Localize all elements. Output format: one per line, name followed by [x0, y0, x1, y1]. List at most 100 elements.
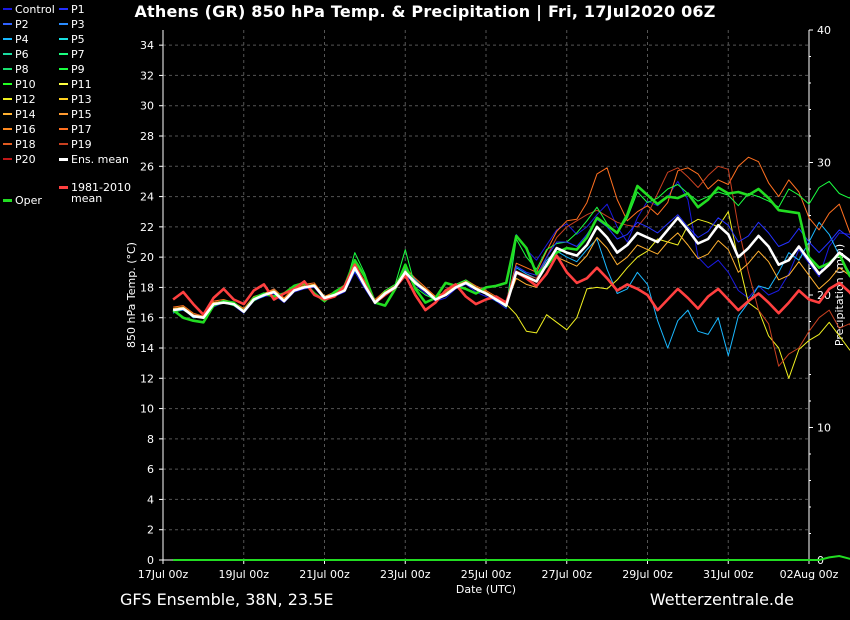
legend-item-oper: Oper [3, 195, 42, 206]
y-tick-label: 2 [147, 524, 154, 537]
legend-item-p3: P3 [59, 19, 85, 30]
y2-tick-label: 10 [817, 422, 831, 435]
legend-item-p4: P4 [3, 34, 29, 45]
legend-item-1981-2010-mean: 1981-2010 mean [59, 182, 131, 204]
y-axis-label: 850 hPa Temp. (°C) [125, 242, 138, 348]
legend-swatch [59, 143, 68, 145]
legend-label: P1 [71, 3, 85, 16]
legend-swatch [59, 38, 68, 40]
legend-item-p5: P5 [59, 34, 85, 45]
legend-swatch [59, 98, 68, 100]
series-line-p14 [173, 232, 850, 317]
legend-label: P6 [15, 48, 29, 61]
legend-swatch [3, 23, 12, 25]
legend-swatch [59, 53, 68, 55]
legend-item-p10: P10 [3, 79, 36, 90]
x-tick-label: 21Jul 00z [299, 568, 350, 581]
model-info: GFS Ensemble, 38N, 23.5E [120, 590, 334, 609]
legend-item-p13: P13 [59, 94, 92, 105]
legend-item-p19: P19 [59, 139, 92, 150]
legend-label-line2: mean [71, 192, 103, 205]
legend-label: Ens. mean [71, 153, 129, 166]
legend-item-p12: P12 [3, 94, 36, 105]
legend-label: P5 [71, 33, 85, 46]
legend-label: P17 [71, 123, 92, 136]
legend-label: P18 [15, 138, 36, 151]
legend-swatch [59, 8, 68, 10]
legend-label: P2 [15, 18, 29, 31]
legend-label: P20 [15, 153, 36, 166]
legend-item-p2: P2 [3, 19, 29, 30]
legend-item-p20: P20 [3, 154, 36, 165]
legend-item-p9: P9 [59, 64, 85, 75]
legend-item-p14: P14 [3, 109, 36, 120]
legend-label: P4 [15, 33, 29, 46]
legend-label: P13 [71, 93, 92, 106]
legend-label: P9 [71, 63, 85, 76]
legend-label: Oper [15, 194, 42, 207]
legend-label: P15 [71, 108, 92, 121]
y-tick-label: 6 [147, 463, 154, 476]
chart-title: Athens (GR) 850 hPa Temp. & Precipitatio… [134, 2, 716, 21]
y-tick-label: 34 [140, 39, 154, 52]
legend-item-p17: P17 [59, 124, 92, 135]
x-axis-label: Date (UTC) [456, 583, 516, 596]
x-tick-label: 02Aug 00z [780, 568, 839, 581]
legend-swatch [3, 143, 12, 145]
legend-swatch [59, 157, 68, 161]
y-tick-label: 18 [140, 281, 154, 294]
legend-swatch [3, 158, 12, 160]
legend-item-p11: P11 [59, 79, 92, 90]
legend-label: P12 [15, 93, 36, 106]
y-tick-label: 26 [140, 160, 154, 173]
legend-swatch [3, 128, 12, 130]
legend-label: P19 [71, 138, 92, 151]
legend-swatch [3, 8, 12, 10]
legend-label: P14 [15, 108, 36, 121]
x-tick-label: 25Jul 00z [461, 568, 512, 581]
y2-axis-label: Precipitation (mm) [833, 244, 846, 346]
y-tick-label: 16 [140, 312, 154, 325]
legend-item-p6: P6 [3, 49, 29, 60]
legend-swatch [59, 23, 68, 25]
legend-swatch [59, 68, 68, 70]
y-tick-label: 22 [140, 221, 154, 234]
legend-item-p7: P7 [59, 49, 85, 60]
precipitation-line [173, 554, 850, 561]
legend-swatch [59, 128, 68, 130]
legend-swatch [3, 53, 12, 55]
legend-label: P7 [71, 48, 85, 61]
legend-swatch [3, 198, 12, 202]
legend-swatch [3, 38, 12, 40]
y-tick-label: 10 [140, 403, 154, 416]
series-line-p17 [173, 156, 850, 317]
legend-item-control: Control [3, 4, 55, 15]
y-tick-label: 4 [147, 493, 154, 506]
legend-label: 1981-2010 [71, 181, 131, 194]
y2-tick-label: 30 [817, 157, 831, 170]
legend-swatch [59, 113, 68, 115]
legend-label: P11 [71, 78, 92, 91]
y-tick-label: 14 [140, 342, 154, 355]
x-tick-label: 29Jul 00z [622, 568, 673, 581]
legend-label: P16 [15, 123, 36, 136]
y-tick-label: 30 [140, 100, 154, 113]
legend-item-ens-mean: Ens. mean [59, 154, 129, 165]
legend-item-p16: P16 [3, 124, 36, 135]
y-tick-label: 24 [140, 191, 154, 204]
legend-swatch [59, 185, 68, 189]
legend: Control P2 P4 P6 P8 P10 P12 P14 P16 P18 P20 P1 P3 P5 P… [0, 2, 140, 207]
legend-item-p8: P8 [3, 64, 29, 75]
legend-item-p18: P18 [3, 139, 36, 150]
legend-swatch [3, 98, 12, 100]
legend-label: Control [15, 3, 55, 16]
x-tick-label: 19Jul 00z [218, 568, 269, 581]
y-tick-label: 8 [147, 433, 154, 446]
x-tick-label: 27Jul 00z [541, 568, 592, 581]
legend-label: P10 [15, 78, 36, 91]
y2-tick-label: 40 [817, 24, 831, 37]
legend-swatch [3, 83, 12, 85]
legend-item-p15: P15 [59, 109, 92, 120]
series-line-ens-mean [172, 216, 850, 320]
